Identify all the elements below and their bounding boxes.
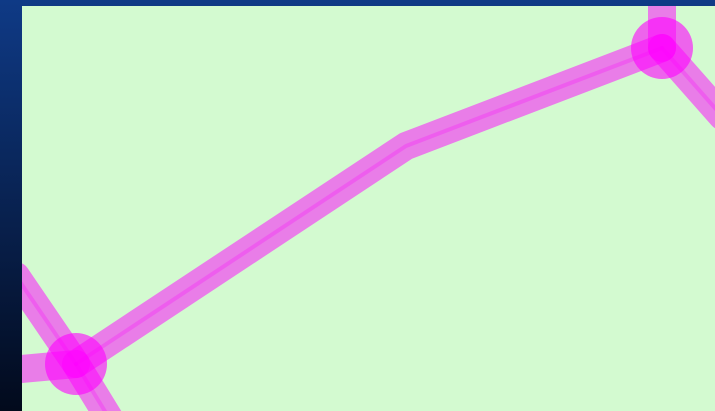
map-canvas[interactable] (22, 6, 715, 411)
map-view[interactable] (22, 6, 715, 411)
vertex-upper-right[interactable] (631, 17, 693, 79)
selected-vertices[interactable] (45, 17, 693, 395)
edge-main[interactable] (22, 34, 676, 384)
vertex-lower-left[interactable] (45, 333, 107, 395)
